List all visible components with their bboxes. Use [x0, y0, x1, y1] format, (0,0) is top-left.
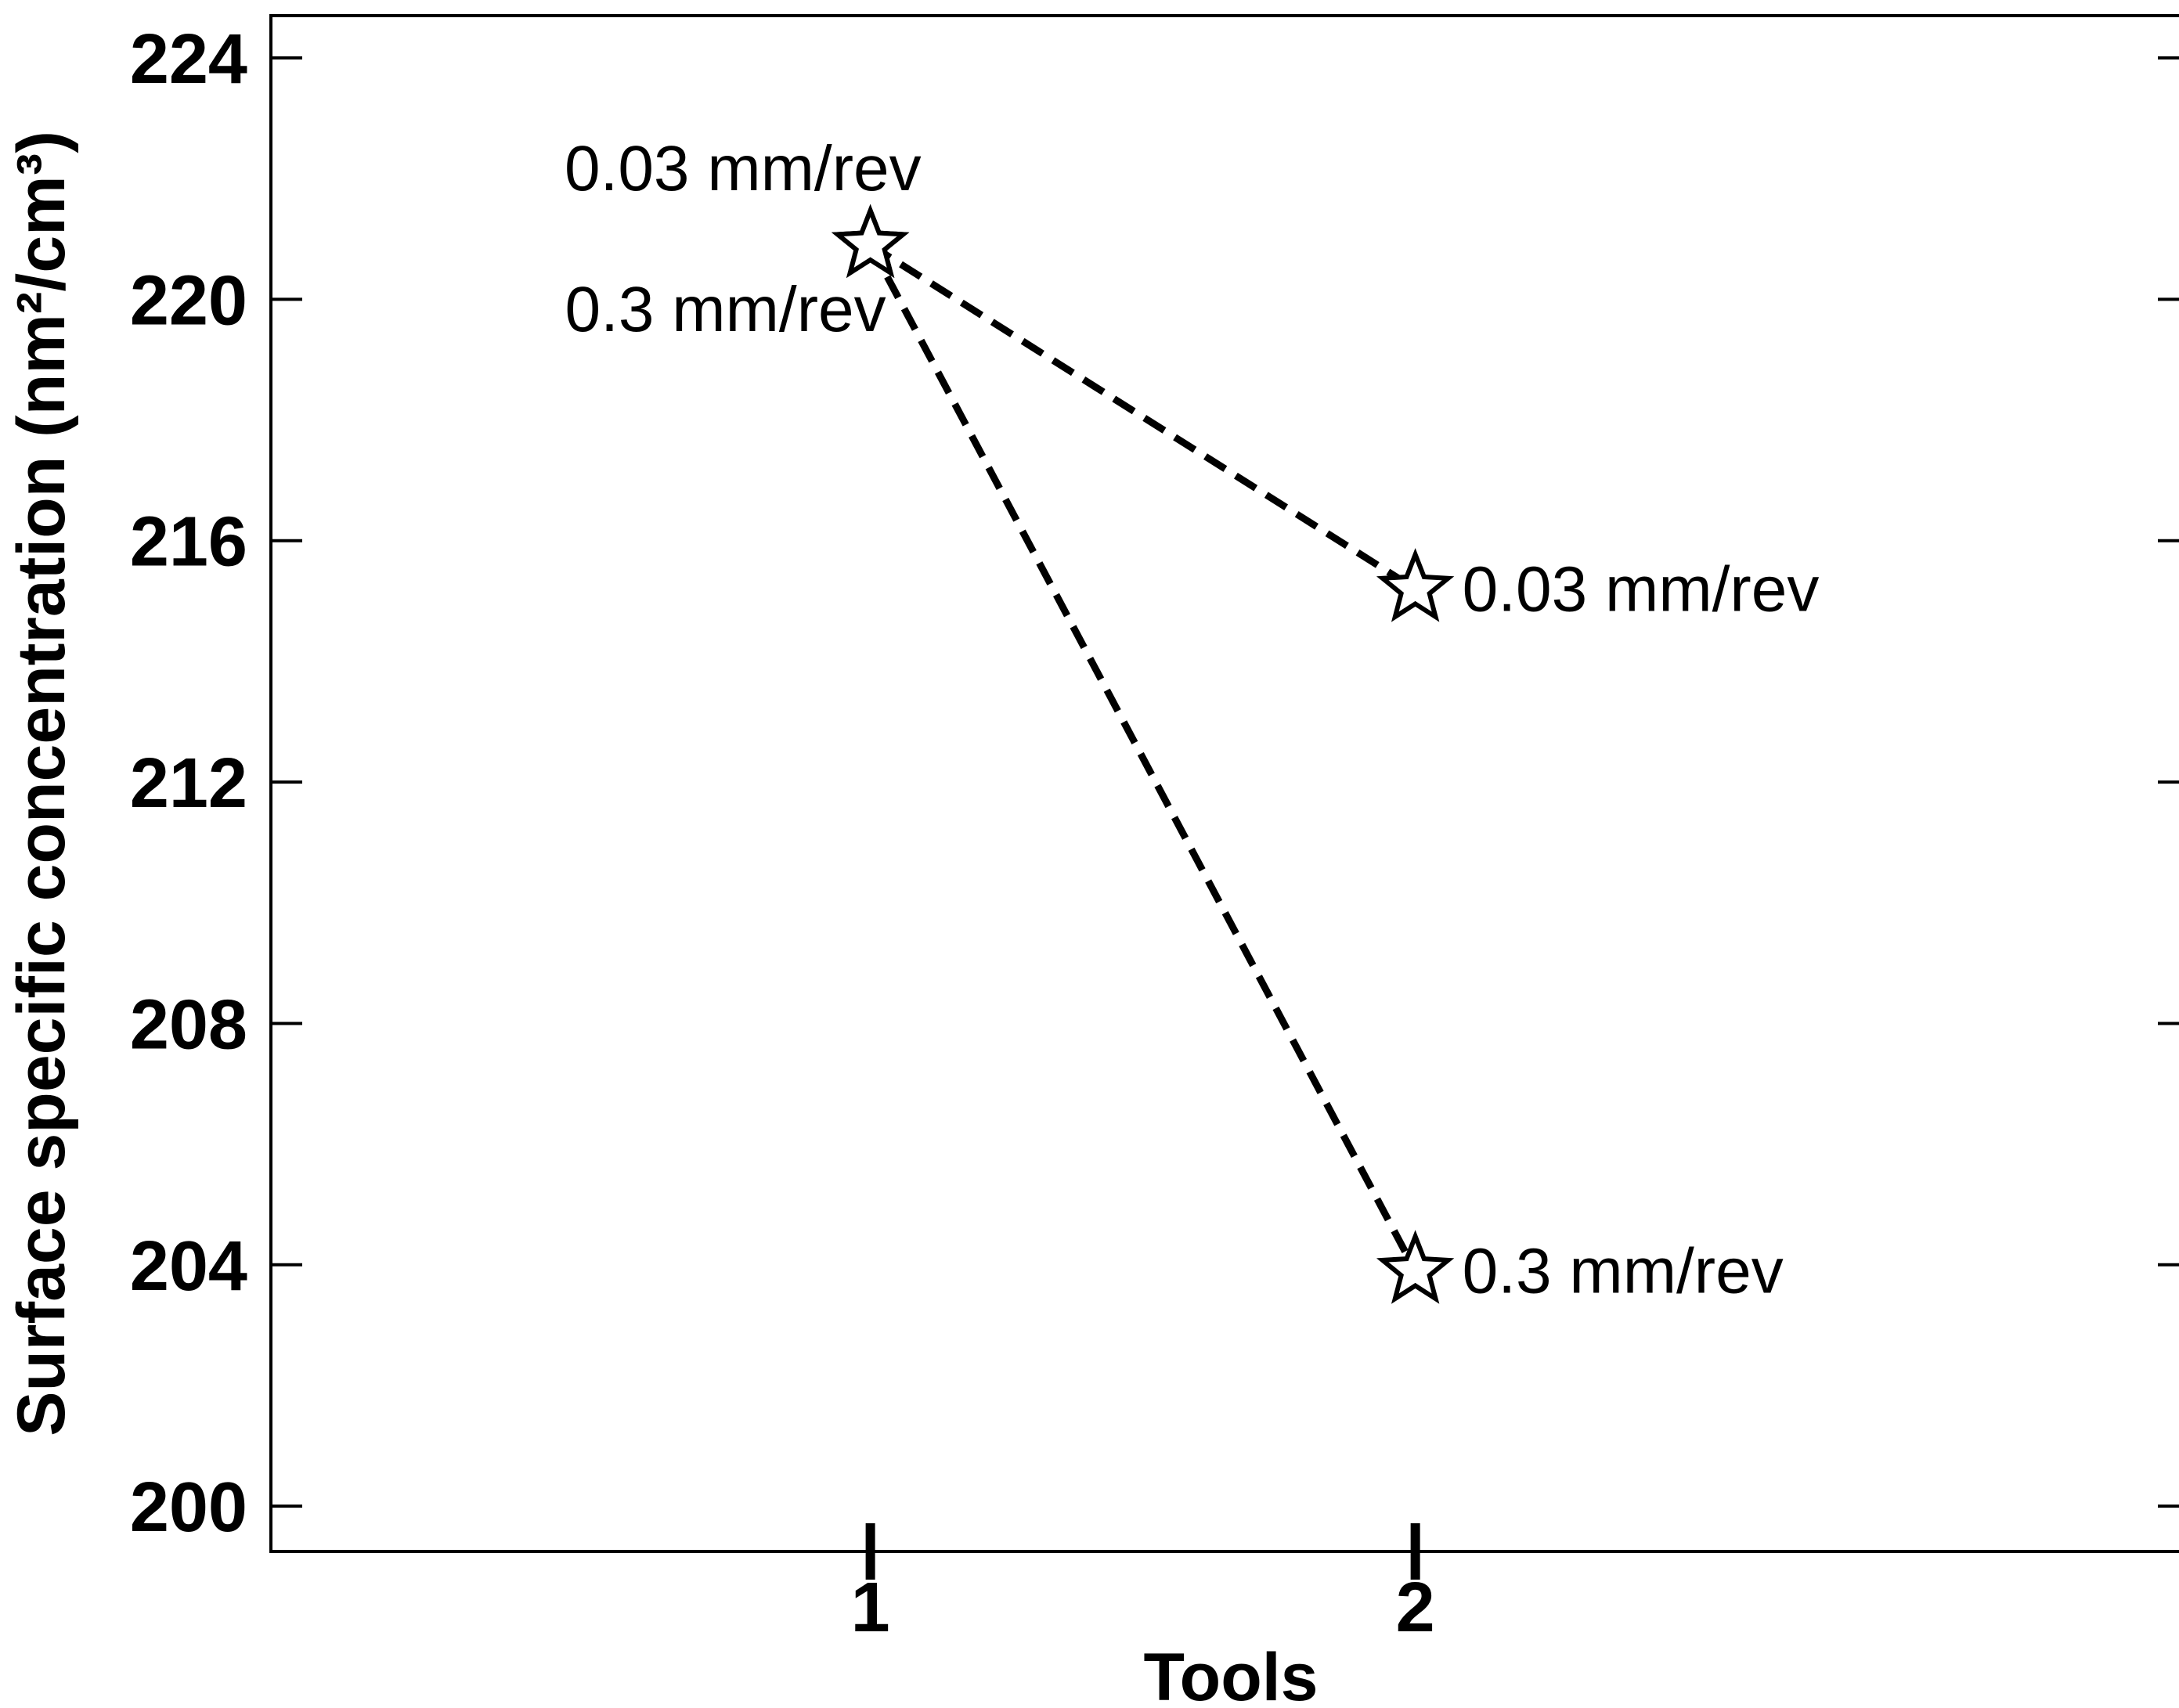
- y-tick-label: 220: [130, 261, 247, 340]
- star-marker: [1376, 1230, 1455, 1304]
- y-tick-label: 224: [130, 20, 247, 99]
- series-line-0: [868, 242, 1418, 593]
- series-lines: [867, 242, 1419, 1273]
- y-axis-title: Surface specific concentration (nm²/cm³): [4, 131, 79, 1436]
- annotations: 0.03 mm/rev 0.3 mm/rev 0.03 mm/rev 0.3 mm/r…: [565, 133, 1819, 1307]
- series-markers: [831, 204, 1455, 1304]
- data-annotation: 0.03 mm/rev: [1463, 553, 1820, 625]
- data-annotation: 0.3 mm/rev: [565, 274, 886, 345]
- star-marker: [831, 204, 910, 279]
- data-annotation: 0.03 mm/rev: [565, 133, 922, 204]
- y-tick-label: 208: [130, 986, 247, 1064]
- y-tick-label: 204: [130, 1227, 247, 1306]
- y-tick-label: 212: [130, 744, 247, 823]
- x-axis-title: Tools: [1144, 1640, 1319, 1708]
- y-tick-label: 200: [130, 1468, 247, 1547]
- x-tick-label: 1: [851, 1569, 890, 1647]
- data-annotation: 0.3 mm/rev: [1463, 1236, 1784, 1307]
- y-tick-label: 216: [130, 503, 247, 582]
- series-line-1: [867, 243, 1419, 1273]
- star-marker: [1376, 548, 1455, 622]
- plot-frame: [269, 14, 2179, 1553]
- y-axis: 200 204 208 212 216 220 224: [130, 20, 2179, 1547]
- x-tick-label: 2: [1396, 1569, 1435, 1647]
